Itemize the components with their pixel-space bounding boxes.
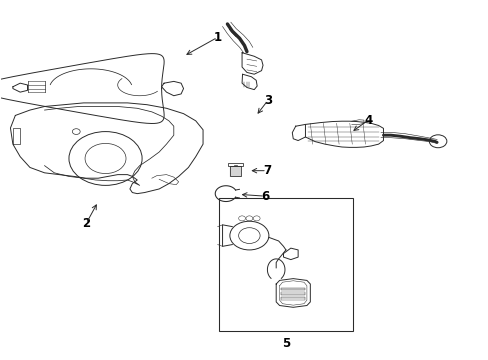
Text: 6: 6 bbox=[260, 190, 268, 203]
Text: 2: 2 bbox=[82, 217, 90, 230]
Bar bbox=[219, 198, 352, 330]
Bar bbox=[230, 166, 241, 176]
Bar bbox=[281, 297, 305, 300]
Text: 7: 7 bbox=[263, 164, 270, 177]
Text: 5: 5 bbox=[281, 337, 289, 350]
Bar bbox=[281, 288, 305, 291]
Text: 4: 4 bbox=[364, 114, 372, 127]
Text: 1: 1 bbox=[213, 31, 221, 44]
Bar bbox=[281, 292, 305, 295]
Text: 3: 3 bbox=[264, 94, 271, 107]
Bar bbox=[228, 163, 243, 166]
